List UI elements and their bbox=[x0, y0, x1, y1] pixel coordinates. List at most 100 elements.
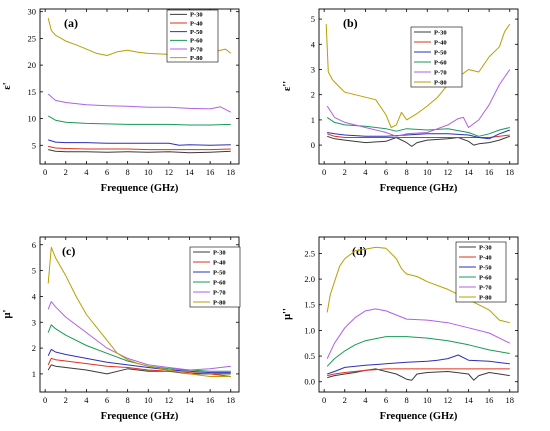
y-tick-label: 2.5 bbox=[304, 248, 315, 258]
legend-entry: P-30 bbox=[434, 29, 447, 36]
x-tick-label: 2 bbox=[64, 395, 68, 405]
x-tick-label: 0 bbox=[43, 167, 47, 177]
y-tick-label: 2.0 bbox=[304, 274, 315, 284]
legend: P-30 P-40 P-50 P-60 P-70 P-80 bbox=[455, 241, 507, 303]
panel-tag: (d) bbox=[352, 244, 367, 258]
x-tick-label: 6 bbox=[105, 395, 109, 405]
y-tick-label: 5 bbox=[32, 140, 36, 150]
legend-box bbox=[410, 26, 463, 88]
y-tick-label: 4 bbox=[32, 291, 37, 301]
legend-entry: P-60 bbox=[479, 274, 492, 281]
plot-frame bbox=[318, 236, 519, 393]
series-line-p-70 bbox=[326, 308, 511, 359]
x-tick-label: 0 bbox=[43, 395, 47, 405]
legend-entry: P-80 bbox=[479, 294, 492, 301]
legend-box bbox=[166, 9, 219, 63]
x-tick-label: 10 bbox=[144, 395, 153, 405]
x-tick-label: 16 bbox=[485, 395, 494, 405]
x-tick-label: 4 bbox=[363, 395, 368, 405]
panel-tag: (b) bbox=[343, 16, 358, 30]
x-tick-label: 6 bbox=[105, 167, 109, 177]
x-tick-label: 4 bbox=[84, 395, 89, 405]
legend-entry: P-50 bbox=[213, 269, 226, 276]
y-tick-label: 25 bbox=[28, 33, 37, 43]
legend-box bbox=[189, 246, 241, 308]
legend-entry: P-30 bbox=[479, 244, 492, 251]
series-line-p-70 bbox=[326, 69, 511, 137]
x-tick-label: 10 bbox=[144, 167, 153, 177]
legend-entry: P-30 bbox=[190, 12, 203, 19]
x-tick-label: 12 bbox=[165, 167, 174, 177]
x-tick-label: 8 bbox=[405, 395, 409, 405]
legend-entry: P-50 bbox=[190, 29, 203, 36]
x-axis-label: Frequence (GHz) bbox=[101, 411, 179, 422]
x-tick-label: 6 bbox=[384, 167, 388, 177]
x-axis-label: Frequence (GHz) bbox=[101, 183, 179, 194]
x-tick-label: 4 bbox=[363, 167, 368, 177]
legend-entry: P-70 bbox=[479, 284, 492, 291]
x-tick-label: 12 bbox=[444, 395, 453, 405]
series-line-p-70 bbox=[47, 93, 232, 113]
legend-entry: P-60 bbox=[434, 59, 447, 66]
y-tick-label: 10 bbox=[28, 114, 37, 124]
series-line-p-50 bbox=[48, 139, 231, 146]
legend: P-30P-40P-50P-60P-70P-80 bbox=[166, 9, 219, 63]
y-axis-label: μ' bbox=[2, 309, 13, 318]
x-tick-label: 0 bbox=[322, 167, 326, 177]
x-tick-label: 14 bbox=[185, 167, 194, 177]
legend-entry: P-50 bbox=[479, 264, 492, 271]
x-tick-label: 10 bbox=[423, 167, 432, 177]
series-line-p-50 bbox=[327, 354, 510, 375]
legend-entry: P-80 bbox=[213, 299, 226, 306]
x-axis-label: Frequence (GHz) bbox=[380, 183, 458, 194]
x-tick-label: 2 bbox=[343, 395, 347, 405]
x-tick-label: 8 bbox=[126, 395, 130, 405]
y-tick-label: 15 bbox=[28, 87, 37, 97]
series-line-p-30 bbox=[327, 368, 510, 381]
y-tick-label: 6 bbox=[32, 240, 36, 250]
legend-entry: P-40 bbox=[213, 259, 226, 266]
series-line-p-60 bbox=[326, 116, 510, 137]
series-line-p-60 bbox=[326, 336, 510, 367]
y-tick-label: 2 bbox=[311, 90, 315, 100]
x-tick-label: 10 bbox=[423, 395, 432, 405]
x-tick-label: 18 bbox=[506, 167, 515, 177]
series-line-p-70 bbox=[47, 301, 231, 371]
x-tick-label: 14 bbox=[185, 395, 194, 405]
panel-tag: (c) bbox=[62, 244, 75, 258]
plot-frame bbox=[39, 236, 240, 393]
x-tick-label: 14 bbox=[464, 167, 473, 177]
legend-entry: P-30 bbox=[213, 249, 226, 256]
y-axis-label: ε'' bbox=[282, 81, 293, 91]
series-line-p-40 bbox=[327, 133, 510, 138]
y-tick-label: 1.0 bbox=[304, 325, 315, 335]
x-tick-label: 18 bbox=[506, 395, 515, 405]
y-tick-label: 0.0 bbox=[304, 377, 315, 387]
legend-entry: P-60 bbox=[190, 38, 203, 45]
panel-tag: (a) bbox=[64, 16, 78, 30]
legend-entry: P-50 bbox=[434, 49, 447, 56]
x-tick-label: 18 bbox=[227, 167, 236, 177]
y-tick-label: 5 bbox=[32, 266, 36, 276]
x-axis-label: Frequence (GHz) bbox=[380, 411, 458, 422]
legend-entry: P-40 bbox=[479, 254, 492, 261]
legend-entry: P-80 bbox=[434, 79, 447, 86]
x-tick-label: 18 bbox=[227, 395, 236, 405]
x-tick-label: 12 bbox=[165, 395, 174, 405]
series-line-p-80 bbox=[47, 246, 231, 377]
y-tick-label: 3 bbox=[311, 64, 315, 74]
y-tick-label: 3 bbox=[32, 317, 36, 327]
y-tick-label: 30 bbox=[28, 7, 37, 17]
x-tick-label: 16 bbox=[485, 167, 494, 177]
x-tick-label: 8 bbox=[126, 167, 130, 177]
series-line-p-40 bbox=[47, 357, 231, 377]
x-tick-label: 8 bbox=[405, 167, 409, 177]
panel-a: 0 2 4 6 8 10 12 14 16 18 5 10 15 20 25 30 Frequence (GHz… bbox=[2, 7, 240, 194]
legend-entry: P-40 bbox=[190, 20, 203, 27]
series-line-p-50 bbox=[327, 129, 510, 140]
y-axis-label: μ'' bbox=[282, 308, 293, 320]
y-tick-label: 0 bbox=[311, 140, 315, 150]
x-tick-label: 12 bbox=[444, 167, 453, 177]
